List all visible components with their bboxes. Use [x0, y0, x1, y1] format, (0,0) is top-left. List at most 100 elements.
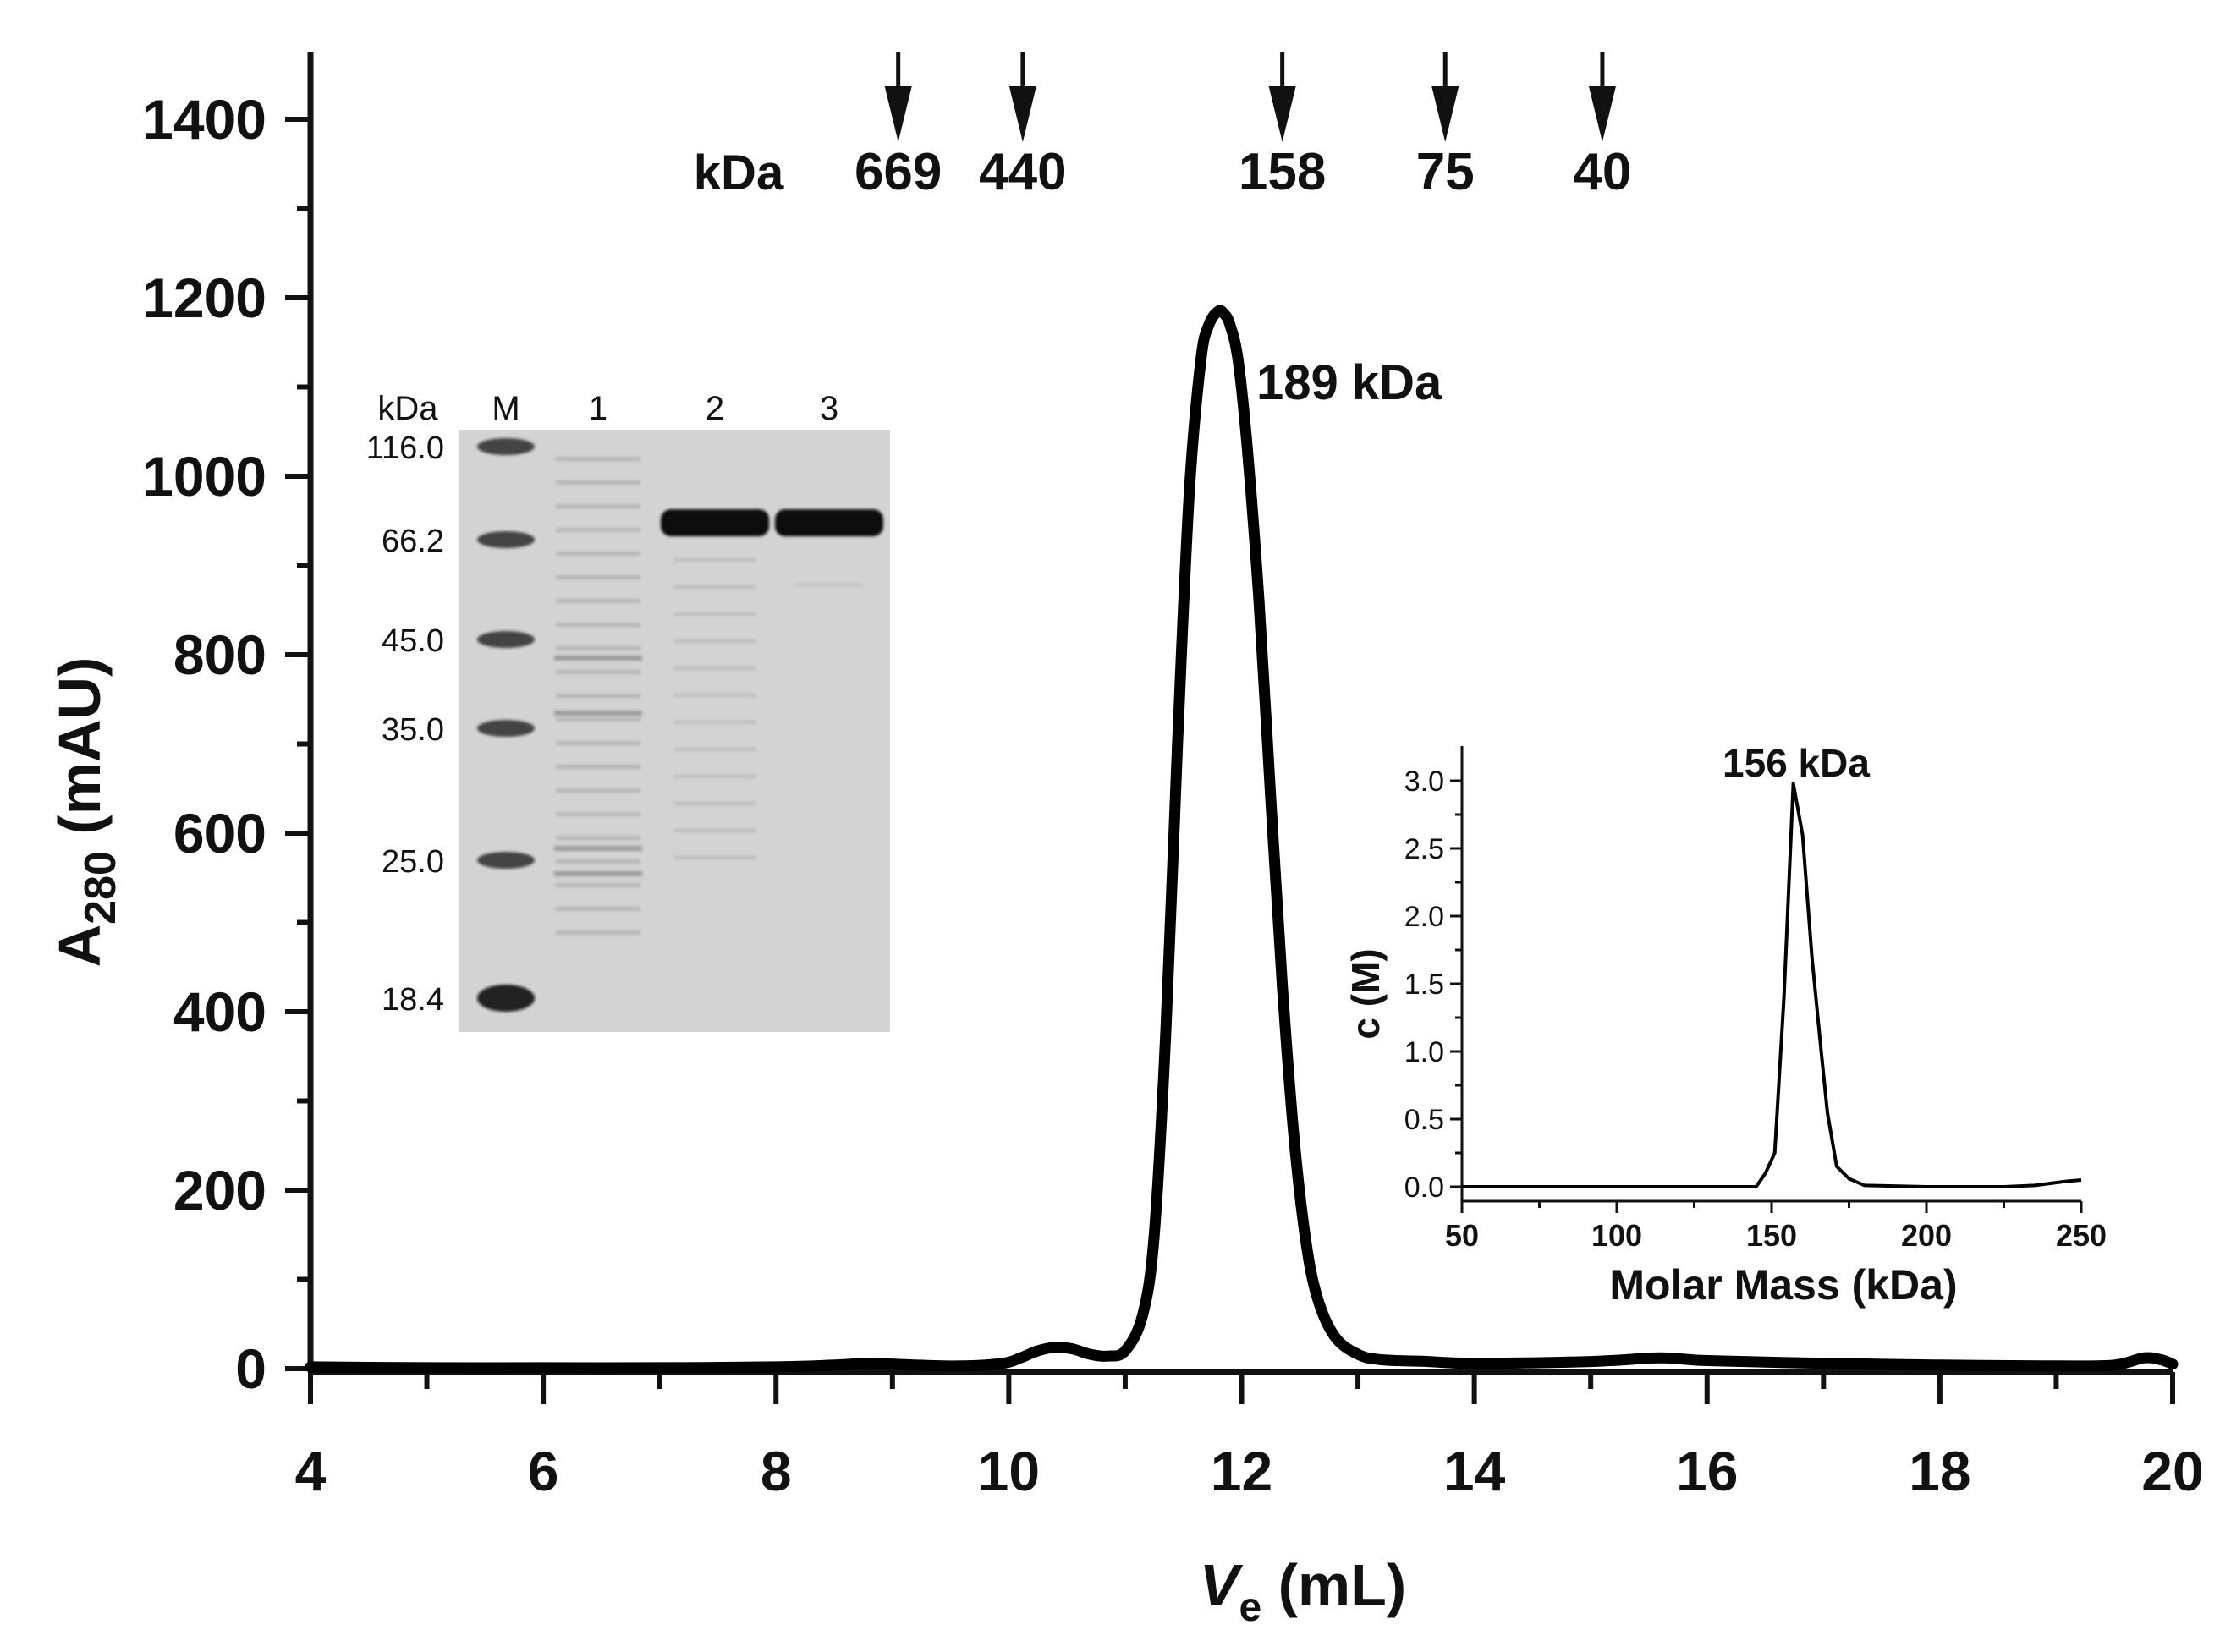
main-x-tick-label: 18 [1909, 1440, 1970, 1502]
gel-marker-label: 18.4 [382, 982, 444, 1018]
main-x-tick-label: 8 [761, 1440, 792, 1502]
inset-tick-labels: 50 100 150 200 250 0.0 0.5 1.0 1.5 2.0 2.5 3.0 [1404, 766, 2107, 1253]
main-y-label-sub: 280 [76, 851, 125, 925]
inset-axes [1460, 746, 2081, 1203]
gel-lane3-band [795, 584, 863, 586]
standard-marker-label: 440 [979, 143, 1066, 201]
standard-marker-label: 158 [1239, 143, 1326, 201]
main-y-tick-label: 1400 [142, 88, 267, 151]
gel-marker-band [477, 720, 535, 737]
gel-marker-band [477, 985, 535, 1012]
main-x-tick-label: 4 [295, 1440, 327, 1502]
main-y-tick-label: 1200 [142, 266, 267, 329]
gel-lane2-main-band [661, 509, 769, 536]
gel-lane1-band [556, 457, 640, 461]
gel-lane1-band [556, 741, 640, 745]
inset-y-label-unit: (M) [1344, 948, 1388, 1018]
gel-lane2-band [674, 585, 756, 589]
gel-marker-label: 66.2 [382, 524, 444, 559]
gel-lane1-band [556, 552, 640, 556]
main-y-tick-label: 800 [173, 623, 267, 686]
gel-lane2-band [674, 639, 756, 643]
gel-lane1-band [554, 711, 642, 716]
main-y-label-main: A [47, 925, 113, 968]
inset-series-line [1462, 782, 2082, 1188]
main-y-label-unit: (mAU) [47, 657, 113, 851]
gel-lane1-band [556, 623, 640, 627]
main-y-tick-label: 600 [173, 802, 267, 864]
main-x-tick-label: 14 [1443, 1440, 1506, 1502]
gel-lane2-band [674, 748, 756, 751]
gel-lane1-band [556, 504, 640, 508]
inset-y-label-main: c [1344, 1018, 1388, 1040]
inset-x-tick-label: 200 [1901, 1218, 1952, 1253]
gel-lane-label: M [492, 390, 519, 427]
main-x-tick-label: 16 [1676, 1440, 1738, 1502]
inset-y-tick-label: 1.0 [1404, 1036, 1444, 1068]
gel-lane1-band [554, 656, 642, 661]
main-x-label-sub: e [1239, 1585, 1261, 1630]
main-x-tick-label: 20 [2141, 1440, 2203, 1502]
gel-lane1-band [556, 836, 640, 840]
main-x-tick-label: 12 [1211, 1440, 1272, 1502]
gel-bands [477, 438, 883, 1012]
main-y-tick-label: 400 [173, 980, 267, 1043]
gel-marker-label: 25.0 [382, 844, 444, 880]
gel-lane1-band [556, 907, 640, 911]
inset-y-tick-label: 2.0 [1404, 901, 1444, 933]
main-y-tick-label: 200 [173, 1159, 267, 1221]
gel-marker-labels: 116.0 66.2 45.0 35.0 25.0 18.4 [366, 431, 444, 1018]
main-y-axis-label: A280 (mAU) [47, 657, 125, 968]
gel-lane-label: 1 [589, 390, 607, 427]
inset-y-tick-label: 3.0 [1404, 766, 1444, 798]
gel-lane-label: 3 [820, 390, 838, 427]
gel-lane1-band [556, 883, 640, 887]
marker-unit-label: kDa [694, 145, 784, 200]
gel-marker-label: 35.0 [382, 712, 444, 748]
standard-marker: 40 [1573, 52, 1631, 201]
gel-lane1-band [556, 575, 640, 579]
gel-lane3-main-band [775, 509, 883, 536]
standard-marker-label: 40 [1573, 143, 1631, 201]
inset-y-tick-label: 0.0 [1404, 1172, 1444, 1204]
gel-lane2-band [674, 721, 756, 724]
gel-lane1-band [556, 646, 640, 650]
gel-marker-label: 116.0 [366, 431, 444, 466]
gel-lane2-band [674, 694, 756, 697]
gel-lane2-band [674, 558, 756, 562]
gel-marker-band [477, 852, 535, 869]
main-series-line [305, 305, 2179, 1374]
standard-marker-arrow-icon [1008, 86, 1036, 142]
standard-marker: 75 [1416, 52, 1475, 201]
main-x-label-unit: (mL) [1261, 1552, 1406, 1618]
gel-lane1-band [554, 871, 642, 876]
main-x-tick-label: 6 [528, 1440, 559, 1502]
gel-lane2-band [674, 856, 756, 859]
main-chart: 4 6 8 10 12 14 16 18 200200400600800100012001400… [47, 52, 2204, 1630]
main-ticks [285, 117, 2175, 1404]
standard-marker: 669 [854, 52, 942, 201]
gel-marker-band [477, 531, 535, 548]
inset-peak-annotation: 156 kDa [1723, 741, 1870, 785]
inset-x-axis-label: Molar Mass (kDa) [1609, 1261, 1957, 1309]
gel-lane1-band [554, 846, 642, 851]
gel-lane1-band [556, 765, 640, 769]
main-y-tick-label: 0 [235, 1337, 267, 1400]
sds-page-gel: kDa M 1 2 3 116.0 66.2 45.0 35.0 25.0 18.4 [366, 390, 890, 1032]
gel-lane2-band [674, 775, 756, 778]
standard-marker-arrow-icon [1268, 86, 1296, 142]
standard-marker: 158 [1239, 52, 1326, 201]
standard-marker-label: 75 [1416, 143, 1475, 201]
standard-markers: 669 440 158 75 40 [854, 52, 1631, 201]
standard-marker-label: 669 [854, 143, 942, 201]
gel-lane-label: 2 [706, 390, 724, 427]
gel-lane1-band [556, 599, 640, 603]
standard-marker-arrow-icon [884, 86, 912, 142]
gel-lane1-band [556, 717, 640, 722]
standard-marker-arrow-icon [1588, 86, 1616, 142]
gel-lane1-band [556, 670, 640, 674]
inset-x-tick-label: 50 [1445, 1218, 1479, 1253]
main-x-tick-label: 10 [978, 1440, 1040, 1502]
